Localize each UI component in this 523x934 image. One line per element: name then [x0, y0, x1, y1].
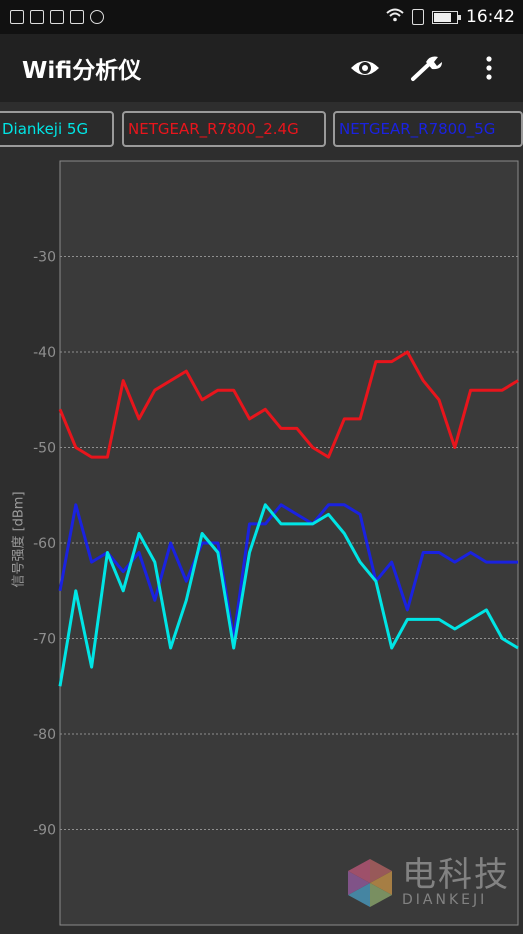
apps-grid-icon: [50, 10, 64, 24]
network-chip-label: NETGEAR_R7800_2.4G: [128, 120, 299, 138]
y-tick-label: -80: [33, 727, 56, 743]
y-tick-label: -50: [33, 441, 56, 457]
diankeji-logo-icon: [348, 859, 392, 907]
app-title: Wifi分析仪: [22, 58, 142, 84]
sim-icon: [412, 9, 424, 25]
wifi-icon: [386, 8, 404, 26]
y-tick-label: -70: [33, 632, 56, 648]
series-line-diankeji-5g: [58, 503, 519, 687]
signal-strength-chart: -30 -40 -50 -60 -70 -80 -90: [33, 160, 519, 926]
eye-button[interactable]: [347, 50, 383, 86]
watermark-logo: 电科技 DIANKEJI: [342, 855, 510, 911]
network-chip-netgear-2-4g[interactable]: NETGEAR_R7800_2.4G: [122, 111, 326, 147]
more-options-button[interactable]: [471, 50, 507, 86]
y-tick-label: -40: [33, 345, 56, 361]
notification-icons: [0, 10, 104, 24]
y-tick-label: -30: [33, 250, 56, 266]
image-icon: [10, 10, 24, 24]
status-bar: 16:42: [0, 0, 523, 34]
eye-icon: [351, 61, 379, 75]
photo-badge-icon: [30, 10, 44, 24]
y-tick-label: -60: [33, 536, 56, 552]
network-chip-netgear-5g[interactable]: NETGEAR_R7800_5G: [333, 111, 523, 147]
app-bar: Wifi分析仪: [0, 34, 523, 102]
network-chip-label: Diankeji 5G: [2, 120, 89, 138]
watermark-text-en: DIANKEJI: [402, 892, 488, 908]
series-line-netgear-r7800-5g: [58, 503, 518, 640]
network-chip-diankeji-5g[interactable]: Diankeji 5G: [0, 111, 114, 147]
y-tick-label: -90: [33, 823, 56, 839]
more-vert-icon: [486, 56, 492, 80]
watermark-text-cn: 电科技: [402, 855, 510, 895]
e-badge-icon: [70, 10, 84, 24]
signal-chart-area: -30 -40 -50 -60 -70 -80 -90: [0, 158, 523, 930]
battery-icon: [432, 10, 461, 24]
series-line-netgear-r7800-2-4g: [58, 350, 519, 459]
status-time: 16:42: [466, 7, 515, 27]
network-filter-bar: Diankeji 5G NETGEAR_R7800_2.4G NETGEAR_R…: [0, 102, 523, 158]
settings-button[interactable]: [409, 50, 445, 86]
wrench-icon: [411, 56, 442, 81]
y-axis-label: 信号强度 [dBm]: [11, 491, 27, 588]
circle-dots-icon: [90, 10, 104, 24]
network-chip-label: NETGEAR_R7800_5G: [339, 120, 496, 138]
